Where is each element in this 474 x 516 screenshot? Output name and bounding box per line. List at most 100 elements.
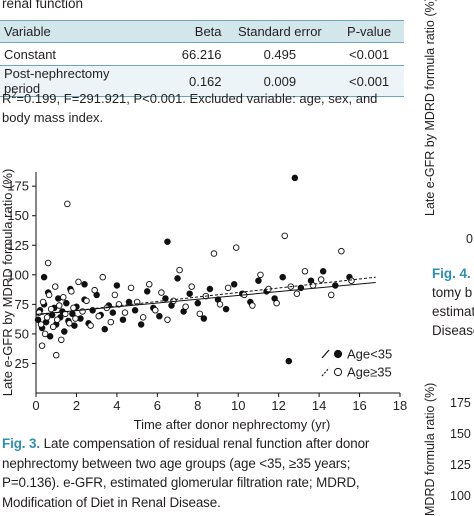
data-point-age-35-plus [51,283,59,290]
header-standard-error: Standard error [225,20,335,43]
row-variable: Post-nephrectomy period [0,65,146,97]
figure-caption-text: Late compensation of residual renal func… [2,436,370,510]
data-point-age-35-plus [53,316,61,323]
data-point-age-35-plus [66,320,73,327]
data-point-age-35-plus [60,294,67,301]
legend-label: Age<35 [347,347,392,362]
data-point-age-35-plus [281,232,288,240]
data-point-age-under-35 [319,268,327,275]
y-tick-label: 150 [7,208,29,223]
data-point-age-35-plus [49,323,57,331]
data-point-age-under-35 [131,307,139,314]
y-tick-label: 100 [7,267,29,282]
data-point-age-under-35 [40,273,48,281]
data-point-age-under-35 [332,282,339,289]
data-point-age-35-plus [38,342,46,349]
y-axis-label: Late e-GFR by MDRD formula ratio (%) [0,169,15,397]
data-point-age-35-plus [44,259,52,267]
row-beta: 0.162 [145,65,226,97]
data-point-age-35-plus [301,268,309,275]
data-point-age-35-plus [216,301,224,308]
row-p-value: <0.001 [349,46,390,62]
header-variable: Variable [0,20,146,43]
fig5-tick-label: 125 [450,458,471,472]
data-point-age-35-plus [41,330,49,338]
fig4-caption-line: Disease [432,323,474,338]
y-tick-label: 125 [7,238,29,253]
x-tick-label: 12 [271,398,285,413]
data-point-age-35-plus [139,314,147,321]
data-point-age-under-35 [230,281,238,288]
fig4-tick-label: 0 [466,232,473,246]
legend-marker-open [333,367,343,377]
data-point-age-35-plus [273,299,280,307]
y-tick-label: 175 [7,179,29,194]
data-point-age-under-35 [119,316,127,323]
x-tick-label: 16 [352,398,366,413]
data-point-age-under-35 [162,295,169,302]
data-point-age-35-plus [83,297,90,305]
data-point-age-35-plus [158,289,165,296]
data-point-age-35-plus [145,281,153,288]
data-point-age-under-35 [71,322,78,329]
table-footnote: R2=0.199, F=291.921, P<0.001. Excluded v… [2,86,406,127]
data-point-age-35-plus [188,283,195,290]
fig5-tick-label: 100 [450,489,471,503]
y-tick-label: 50 [15,326,29,341]
x-tick-label: 4 [113,398,120,413]
data-point-age-under-35 [194,299,202,307]
legend-marker-filled [333,349,343,359]
row-variable: Constant [4,46,57,62]
x-axis-label: Time after donor nephrectomy (yr) [134,417,331,432]
data-point-age-under-35 [200,315,208,322]
table-row: Post-nephrectomy period 0.162 0.009 <0.0… [0,65,404,97]
data-point-age-35-plus [121,309,129,316]
table-row: Constant 66.216 0.495 <0.001 [0,43,404,66]
regression-table: Variable Beta Standard error P-value Con… [0,20,404,97]
header-p-value: P-value [334,20,404,43]
data-point-age-35-plus [182,303,189,310]
data-point-age-35-plus [196,310,204,318]
data-point-age-35-plus [72,315,79,322]
data-point-age-under-35 [61,328,68,335]
data-point-age-35-plus [176,266,183,274]
data-point-age-under-35 [222,305,230,313]
data-point-age-35-plus [224,284,232,292]
data-point-age-under-35 [81,281,88,288]
data-point-age-35-plus [317,276,325,283]
data-point-age-35-plus [58,336,65,344]
x-tick-label: 14 [312,398,326,413]
adjacent-column-clipped: Late e-GFR by MDRD formula ratio (%) 0 F… [410,0,474,516]
fig5-y-axis-label: MDRD formula ratio (%) [423,382,437,516]
fig4-caption-line: tomy b [432,285,473,300]
data-point-age-under-35 [174,275,181,282]
data-point-age-under-35 [113,282,121,289]
fig4-label: Fig. 4. [432,266,471,281]
data-point-age-under-35 [186,290,193,297]
data-point-age-35-plus [70,304,77,312]
data-point-age-under-35 [101,325,109,333]
data-point-age-under-35 [279,273,286,281]
data-point-age-35-plus [39,298,47,306]
data-point-age-35-plus [75,278,82,286]
data-point-age-35-plus [87,322,94,329]
data-point-age-35-plus [232,244,240,251]
fig5-tick-label: 150 [450,427,471,441]
data-point-age-35-plus [127,284,135,292]
figure-label: Fig. 3. [2,436,40,451]
fig4-y-axis-label: Late e-GFR by MDRD formula ratio (%) [423,0,437,216]
data-point-age-35-plus [62,310,69,318]
data-point-age-35-plus [249,302,256,309]
y-tick-label: 25 [15,356,29,371]
footnote-text: =0.199, F=291.921, P<0.001. Excluded var… [2,91,378,125]
data-point-age-35-plus [47,305,55,313]
row-standard-error: 0.495 [263,46,297,62]
data-point-age-35-plus [107,318,115,326]
data-point-age-35-plus [99,273,106,281]
table-caption: renal function [2,0,84,11]
header-beta: Beta [145,20,226,43]
data-point-age-35-plus [164,316,171,323]
data-point-age-under-35 [109,309,117,316]
fig4-caption-line: estimat [432,304,474,319]
data-point-age-under-35 [125,298,133,306]
